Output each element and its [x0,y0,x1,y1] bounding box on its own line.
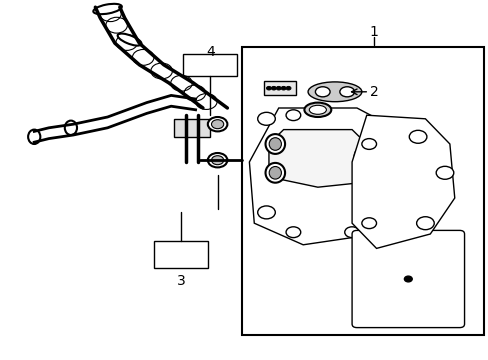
Ellipse shape [93,4,122,14]
Circle shape [383,211,398,221]
Circle shape [257,112,275,125]
Bar [242,47,483,335]
Ellipse shape [268,166,281,179]
Ellipse shape [304,103,331,117]
Polygon shape [268,130,366,187]
Circle shape [276,86,281,90]
Bar [264,81,295,95]
Ellipse shape [265,134,285,154]
Circle shape [285,110,300,121]
Ellipse shape [265,163,285,183]
Circle shape [285,86,290,90]
Bar [183,54,237,76]
Circle shape [404,276,411,282]
Ellipse shape [211,120,224,129]
Circle shape [361,218,376,229]
Text: 4: 4 [205,45,214,59]
Polygon shape [351,115,454,248]
Text: 2: 2 [369,85,378,99]
Bar [154,241,207,268]
FancyBboxPatch shape [351,230,464,328]
Circle shape [344,227,359,238]
Ellipse shape [28,130,40,144]
Ellipse shape [207,117,227,131]
Ellipse shape [211,156,224,165]
Circle shape [393,139,407,149]
Bar [173,119,210,137]
Ellipse shape [64,121,77,135]
Text: 1: 1 [369,26,378,39]
Circle shape [408,130,426,143]
Ellipse shape [268,138,281,150]
Circle shape [285,227,300,238]
Circle shape [416,217,433,230]
Circle shape [271,86,276,90]
Ellipse shape [339,87,354,97]
Circle shape [281,86,285,90]
Circle shape [266,86,271,90]
Ellipse shape [118,33,141,46]
Ellipse shape [307,82,361,102]
Ellipse shape [315,87,329,97]
Circle shape [257,206,275,219]
Text: 3: 3 [176,274,185,288]
Polygon shape [249,108,405,245]
Ellipse shape [354,147,373,167]
Ellipse shape [308,105,326,114]
Ellipse shape [357,150,370,163]
Circle shape [361,139,376,149]
Ellipse shape [207,153,227,167]
Circle shape [435,166,453,179]
